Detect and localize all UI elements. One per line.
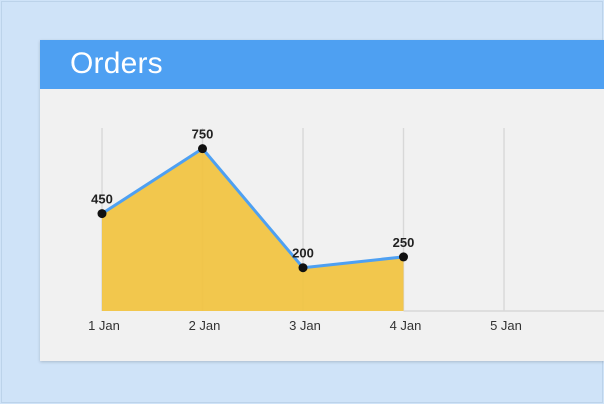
data-point-1[interactable] <box>198 144 207 154</box>
data-point-2[interactable] <box>298 263 308 273</box>
x-tick-label-1: 2 Jan <box>189 318 221 333</box>
data-labels: 450 750 200 250 <box>91 127 414 261</box>
data-point-3[interactable] <box>399 252 408 262</box>
data-label-1: 750 <box>192 127 214 142</box>
data-label-0: 450 <box>91 192 113 207</box>
orders-line <box>100 147 405 270</box>
x-axis-labels: 1 Jan 2 Jan 3 Jan 4 Jan 5 Jan <box>88 318 522 333</box>
data-label-3: 250 <box>393 235 415 250</box>
orders-chart: 450 750 200 250 1 Jan 2 Jan 3 Jan 4 Jan 5 Jan <box>88 127 604 333</box>
orders-area <box>102 148 404 311</box>
x-tick-label-3: 4 Jan <box>390 318 422 333</box>
x-tick-label-4: 5 Jan <box>490 318 522 333</box>
data-points <box>97 144 408 273</box>
orders-card: Orders 450 750 200 250 1 Jan 2 Jan 3 Jan 4 Jan… <box>40 40 604 361</box>
card-header: Orders <box>40 40 604 89</box>
area-layer <box>102 148 404 311</box>
x-tick-label-0: 1 Jan <box>88 318 120 333</box>
line-layer <box>100 147 405 270</box>
data-point-0[interactable] <box>97 209 107 219</box>
x-tick-label-2: 3 Jan <box>289 318 321 333</box>
card-title: Orders <box>70 47 163 80</box>
data-label-2: 200 <box>292 246 314 261</box>
